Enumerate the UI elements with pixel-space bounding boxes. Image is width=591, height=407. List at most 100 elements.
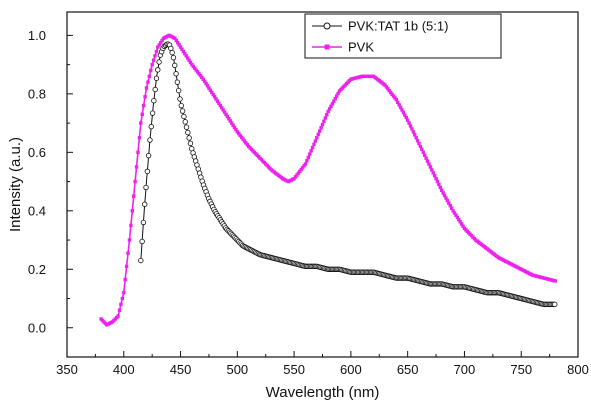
data-point: [315, 136, 319, 140]
data-point: [410, 127, 414, 131]
data-point: [430, 168, 434, 172]
data-point: [146, 80, 150, 84]
data-point: [448, 204, 452, 208]
data-point: [122, 290, 126, 295]
x-tick-label: 500: [226, 362, 248, 377]
data-point: [210, 90, 214, 95]
data-point: [119, 302, 123, 307]
data-point: [194, 68, 198, 72]
data-point: [332, 99, 336, 103]
x-tick-label: 550: [283, 362, 305, 377]
data-point: [292, 176, 296, 181]
data-point: [181, 49, 186, 54]
x-tick-label: 650: [397, 362, 419, 377]
data-point: [420, 147, 424, 152]
data-point: [235, 130, 240, 134]
data-point: [440, 188, 444, 193]
data-point: [298, 169, 302, 174]
data-point: [127, 238, 132, 242]
x-tick-label: 400: [113, 362, 135, 377]
data-point: [320, 122, 325, 127]
data-point: [319, 126, 323, 130]
data-point: [237, 132, 241, 136]
data-point: [327, 107, 332, 111]
data-point: [296, 171, 301, 175]
data-point: [202, 79, 207, 84]
x-tick-label: 700: [454, 362, 476, 377]
data-point: [120, 296, 125, 301]
data-point: [155, 67, 161, 73]
data-point: [553, 279, 557, 283]
data-point: [116, 314, 120, 318]
plot-layer: [99, 33, 558, 327]
data-point: [308, 152, 312, 156]
data-point: [215, 99, 220, 103]
data-point: [147, 137, 153, 143]
data-point: [186, 135, 192, 141]
data-point: [141, 103, 146, 108]
data-point: [452, 211, 457, 215]
data-point: [333, 96, 337, 101]
data-point: [169, 49, 175, 56]
data-point: [242, 139, 247, 143]
data-point: [154, 49, 159, 54]
x-tick-label: 800: [567, 362, 589, 377]
data-point: [191, 64, 196, 69]
data-point: [305, 159, 309, 163]
data-point: [173, 71, 179, 77]
data-point: [444, 196, 448, 200]
data-point: [158, 41, 163, 45]
data-point: [434, 176, 438, 181]
data-point: [457, 217, 461, 222]
data-point: [190, 62, 194, 67]
data-point: [220, 106, 224, 110]
data-point: [204, 81, 208, 86]
data-point: [160, 38, 164, 43]
data-point: [152, 86, 158, 93]
data-point: [182, 119, 188, 125]
data-point: [208, 88, 213, 92]
data-point: [423, 153, 427, 157]
data-point: [133, 179, 137, 184]
data-point: [403, 113, 407, 117]
data-point: [198, 73, 203, 78]
data-point: [455, 215, 460, 220]
data-point: [138, 257, 144, 264]
data-point: [139, 238, 145, 245]
data-point: [442, 193, 447, 198]
legend-marker: [324, 44, 330, 50]
data-point: [126, 251, 130, 255]
data-point: [174, 79, 181, 85]
data-point: [228, 119, 232, 123]
data-point: [411, 130, 416, 134]
y-tick-label: 0.2: [28, 262, 46, 277]
data-point: [224, 112, 228, 117]
data-point: [427, 162, 431, 166]
data-point: [187, 140, 194, 147]
legend-item-0: PVK:TAT 1b (5:1): [312, 19, 448, 34]
data-point: [217, 101, 221, 106]
data-point: [407, 121, 411, 125]
data-point: [178, 102, 184, 109]
data-point: [400, 108, 404, 112]
data-point: [424, 156, 428, 160]
data-point: [391, 94, 396, 98]
data-point: [150, 62, 154, 67]
data-point: [461, 224, 465, 228]
data-point: [212, 95, 217, 99]
data-point: [184, 54, 188, 58]
data-point: [458, 220, 462, 224]
data-point: [200, 75, 204, 80]
y-axis-label: Intensity (a.u.): [7, 137, 24, 232]
legend: PVK:TAT 1b (5:1) PVK: [304, 13, 502, 59]
data-point: [306, 155, 311, 160]
data-point: [143, 184, 149, 191]
data-point: [238, 133, 242, 138]
data-point: [398, 105, 403, 110]
data-point: [329, 104, 333, 108]
data-point: [157, 43, 161, 47]
data-point: [393, 96, 397, 100]
data-point: [437, 182, 441, 187]
data-point: [197, 72, 201, 76]
